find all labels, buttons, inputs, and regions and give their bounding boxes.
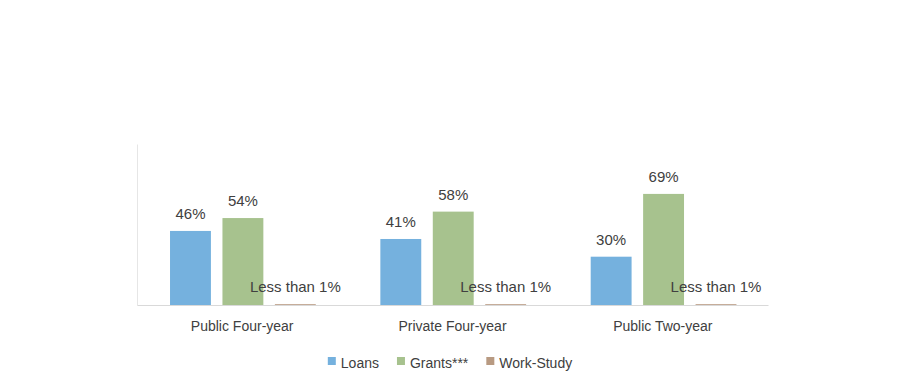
data-label: Less than 1% (671, 278, 762, 295)
bar (170, 231, 211, 305)
y-axis (137, 145, 138, 306)
legend-item: Work-Study (486, 355, 572, 371)
x-tick: Public Four-year (191, 305, 294, 334)
x-tick-label: Public Four-year (191, 318, 294, 334)
data-labels: 46% 41% 30% 54% 58% 69% Less than 1% Less than … (175, 168, 761, 295)
data-label: 41% (386, 213, 416, 230)
legend: Loans Grants*** Work-Study (328, 355, 572, 371)
x-tick: Public Two-year (613, 305, 713, 334)
data-label: 69% (649, 168, 679, 185)
legend-swatch (397, 357, 405, 365)
x-tick: Private Four-year (398, 305, 506, 334)
data-label: Less than 1% (460, 278, 551, 295)
data-label: 30% (596, 231, 626, 248)
y-axis-line (137, 145, 138, 306)
chart: Public Four-year Private Four-year Public … (0, 0, 900, 387)
bar (275, 304, 316, 305)
legend-item: Grants*** (397, 355, 469, 371)
bar (696, 304, 737, 305)
data-label: 58% (438, 186, 468, 203)
legend-swatch (486, 357, 494, 365)
bars (170, 194, 736, 305)
legend-item: Loans (328, 355, 379, 371)
bar (380, 239, 421, 305)
x-axis: Public Four-year Private Four-year Public … (138, 305, 769, 334)
bar (591, 257, 632, 305)
legend-label: Grants*** (410, 355, 469, 371)
legend-label: Loans (341, 355, 379, 371)
data-label: 54% (228, 192, 258, 209)
legend-swatch (328, 357, 336, 365)
x-axis-line (138, 305, 769, 306)
data-label: Less than 1% (250, 278, 341, 295)
legend-label: Work-Study (499, 355, 572, 371)
x-tick-label: Private Four-year (398, 318, 506, 334)
x-tick-label: Public Two-year (613, 318, 713, 334)
data-label: 46% (175, 205, 205, 222)
bar (485, 304, 526, 305)
